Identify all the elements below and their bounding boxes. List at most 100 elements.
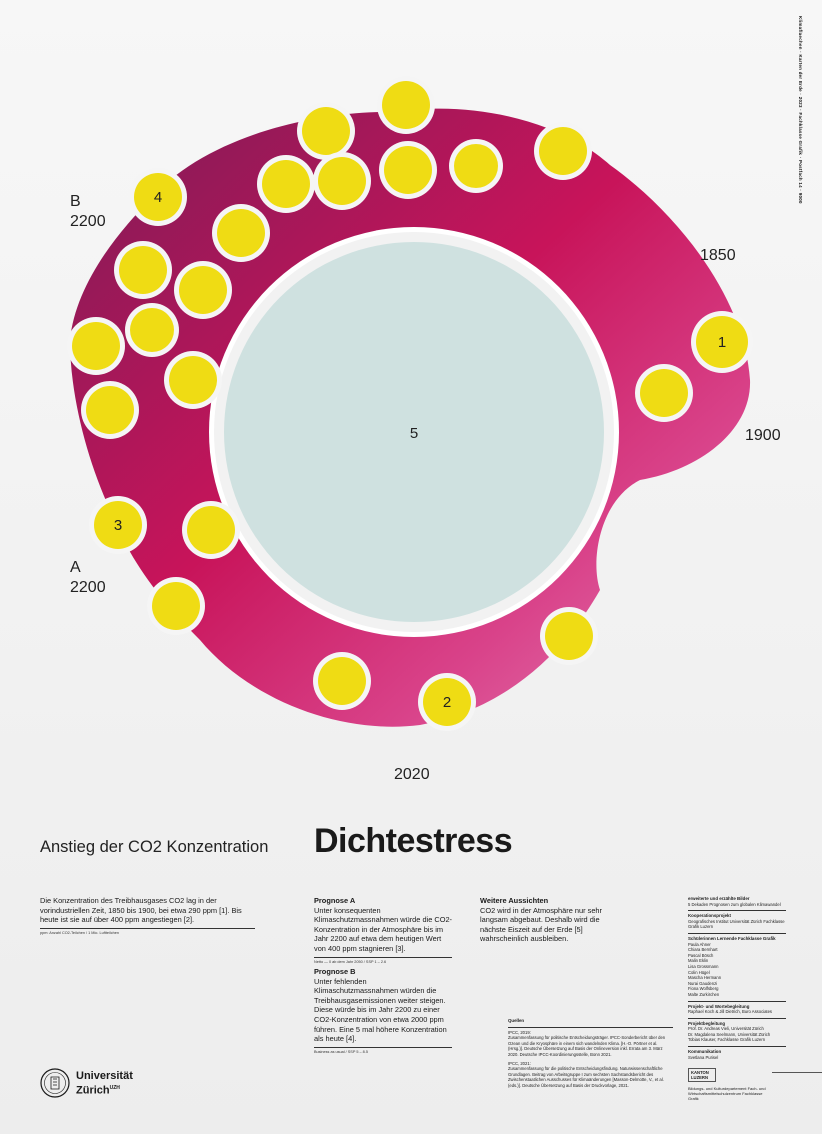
prognose-a-year: 2200 bbox=[70, 579, 106, 596]
co2-particle bbox=[119, 246, 167, 294]
kanton-line bbox=[772, 1072, 822, 1073]
prognose-a-text: Unter konsequenten Klimaschutzmassnahmen… bbox=[314, 905, 453, 953]
credits-c5-line: Tobias Klauser, Fachklasse Grafik Luzern bbox=[688, 1037, 766, 1043]
credits-c5-line: Dr. Magdalena Seelmann, Universität Züri… bbox=[688, 1031, 771, 1037]
co2-particle bbox=[384, 146, 432, 194]
credit-name: Fiona Wolfsberg bbox=[688, 986, 719, 992]
marker-1 bbox=[696, 316, 748, 368]
prognose-a-label: A 2200 bbox=[70, 558, 106, 598]
uzh-name2: Zürich bbox=[76, 1084, 110, 1097]
marker-4 bbox=[134, 173, 182, 221]
co2-particle bbox=[318, 157, 366, 205]
uzh-seal-icon bbox=[40, 1068, 70, 1098]
credit-name: Chiara Bernhart bbox=[688, 947, 718, 953]
center-label: 5 bbox=[410, 425, 418, 442]
intro-rule bbox=[40, 927, 255, 929]
year-1850: 1850 bbox=[700, 247, 736, 264]
prognose-b-heading: Prognose B bbox=[314, 967, 356, 976]
credits-c6-text: Svetlana Purisel bbox=[688, 1054, 719, 1060]
co2-particle bbox=[302, 107, 350, 155]
aussichten-heading: Weitere Aussichten bbox=[480, 896, 549, 905]
credits-c2-title: Kooperationsprojekt bbox=[688, 913, 731, 919]
credits-c4-text: Raphael Koch & Jill Dietrich, Buro Assoc… bbox=[688, 1009, 773, 1015]
intro-footnote: ppm: Anzahl CO2-Teilchen / 1 Mio. Luftte… bbox=[40, 930, 119, 935]
credits-c5-title: Projektbegleitung bbox=[688, 1020, 726, 1026]
co2-particle bbox=[454, 144, 498, 188]
prognose-a-column: Prognose A Unter konsequenten Klimaschut… bbox=[314, 896, 452, 965]
credits-names: Paula Ahner Chiara Bernhart Pascal Bösch… bbox=[688, 942, 786, 998]
credits-rule-4 bbox=[688, 1017, 786, 1019]
co2-particle bbox=[318, 657, 366, 705]
credits-c1-text: 5 Dekaden Prognosen zum globalen Klimawa… bbox=[688, 901, 781, 907]
co2-particle bbox=[539, 127, 587, 175]
kanton-luzern-logo: KANTON LUZERN Bildungs- und Kulturdepart… bbox=[688, 1068, 822, 1101]
aussichten-text: CO2 wird in der Atmosphäre nur sehr lang… bbox=[480, 905, 602, 944]
credit-name: Pascal Bösch bbox=[688, 952, 714, 958]
co2-ring-graphic: 5 4 3 2 1 bbox=[67, 76, 753, 731]
credit-name: Colin Hügel bbox=[688, 969, 710, 975]
credits-rule-5 bbox=[688, 1046, 786, 1048]
co2-particle bbox=[382, 81, 430, 129]
credits-c5-line: Prof. Dr. Andreas Vieli, Universität Zür… bbox=[688, 1026, 764, 1032]
credits-c2-text: Geografisches Institut Universität Züric… bbox=[688, 918, 785, 930]
marker-label-1: 1 bbox=[718, 334, 726, 351]
credit-name: Malte Zurkirchen bbox=[688, 991, 720, 997]
marker-label-4: 4 bbox=[154, 189, 162, 206]
quellen-heading: Quellen bbox=[508, 1018, 525, 1023]
intro-column: Die Konzentration des Treibhausgases CO2… bbox=[40, 896, 255, 936]
prognose-b-year: 2200 bbox=[70, 213, 106, 230]
center-circle bbox=[224, 242, 604, 622]
aussichten-column: Weitere Aussichten CO2 wird in der Atmos… bbox=[480, 896, 620, 944]
credits-c4-title: Projekt- und Wortebegleitung bbox=[688, 1003, 750, 1009]
credits-rule-3 bbox=[688, 1000, 786, 1002]
quellen-line1: IPCC, 2019: bbox=[508, 1029, 531, 1035]
quellen-line2: IPCC, 2021: bbox=[508, 1060, 531, 1066]
marker-label-2: 2 bbox=[443, 694, 451, 711]
uzh-name2-row: ZürichUZH bbox=[76, 1082, 133, 1097]
marker-2 bbox=[423, 678, 471, 726]
co2-particle bbox=[545, 612, 593, 660]
subtitle: Anstieg der CO2 Konzentration bbox=[40, 838, 269, 856]
credit-name: Nurai Gaudenzi bbox=[688, 980, 718, 986]
uzh-wordmark: Universität ZürichUZH bbox=[76, 1070, 133, 1097]
credits-c1-title: erweiterte und erzählte Bilder bbox=[688, 896, 750, 901]
co2-particle bbox=[130, 308, 174, 352]
prognose-a-heading: Prognose A bbox=[314, 896, 356, 905]
quellen-text2: Zusammenfassung für die politische Entsc… bbox=[508, 1066, 664, 1088]
vertical-imprint: Klimaflaechen · Karten der Erde · 2023 ·… bbox=[798, 16, 803, 204]
co2-particle bbox=[152, 582, 200, 630]
prognose-b-rule bbox=[314, 1046, 452, 1048]
prognose-a-rule bbox=[314, 956, 452, 958]
year-2020: 2020 bbox=[394, 766, 430, 783]
intro-text: Die Konzentration des Treibhausgases CO2… bbox=[40, 896, 242, 925]
kanton-block: KANTON LUZERN Bildungs- und Kulturdepart… bbox=[688, 1068, 768, 1101]
quellen-column: Quellen IPCC, 2019: Zusammenfassung für … bbox=[508, 1018, 673, 1089]
co2-particle bbox=[72, 322, 120, 370]
prognose-b-footnote: Business as usual / SSP 5 – 8.5 bbox=[314, 1049, 368, 1054]
prognose-b-column: Prognose B Unter fehlenden Klimaschutzma… bbox=[314, 967, 452, 1055]
credits-rule-1 bbox=[688, 910, 786, 912]
credits-c6-title: Kommunikation bbox=[688, 1049, 722, 1055]
credit-name: Paula Ahner bbox=[688, 941, 711, 947]
page-title: Dichtestress bbox=[314, 822, 513, 860]
kanton-box: KANTON LUZERN bbox=[688, 1068, 716, 1082]
co2-particle bbox=[262, 160, 310, 208]
co2-particles: 4 3 2 1 bbox=[67, 76, 753, 731]
co2-particle bbox=[169, 356, 217, 404]
year-1900: 1900 bbox=[745, 427, 781, 444]
prognose-b-text: Unter fehlenden Klimaschutzmassnahmen wü… bbox=[314, 976, 447, 1044]
prognose-a-footnote: Netto — 0 ab dem Jahr 2050 / SSP 1 – 2.6 bbox=[314, 959, 387, 964]
uzh-name: Universität bbox=[76, 1069, 133, 1082]
kanton-text: Bildungs- und Kulturdepartement Fach- un… bbox=[688, 1086, 766, 1101]
co2-particle bbox=[187, 506, 235, 554]
uzh-logo: Universität ZürichUZH bbox=[40, 1068, 133, 1098]
prognose-a-letter: A bbox=[70, 559, 81, 576]
credits-rule-2 bbox=[688, 932, 786, 934]
credits-column: erweiterte und erzählte Bilder 5 Dekaden… bbox=[688, 896, 786, 1060]
uzh-sup: UZH bbox=[109, 1084, 120, 1091]
marker-label-3: 3 bbox=[114, 517, 122, 534]
credit-name: Mascha Hermann bbox=[688, 975, 722, 981]
quellen-text1: Zusammenfassung für politische Entscheid… bbox=[508, 1035, 666, 1057]
credits-c3-title: Schülerinnen Lernende Fachklasse Grafik bbox=[688, 935, 776, 941]
marker-3 bbox=[94, 501, 142, 549]
